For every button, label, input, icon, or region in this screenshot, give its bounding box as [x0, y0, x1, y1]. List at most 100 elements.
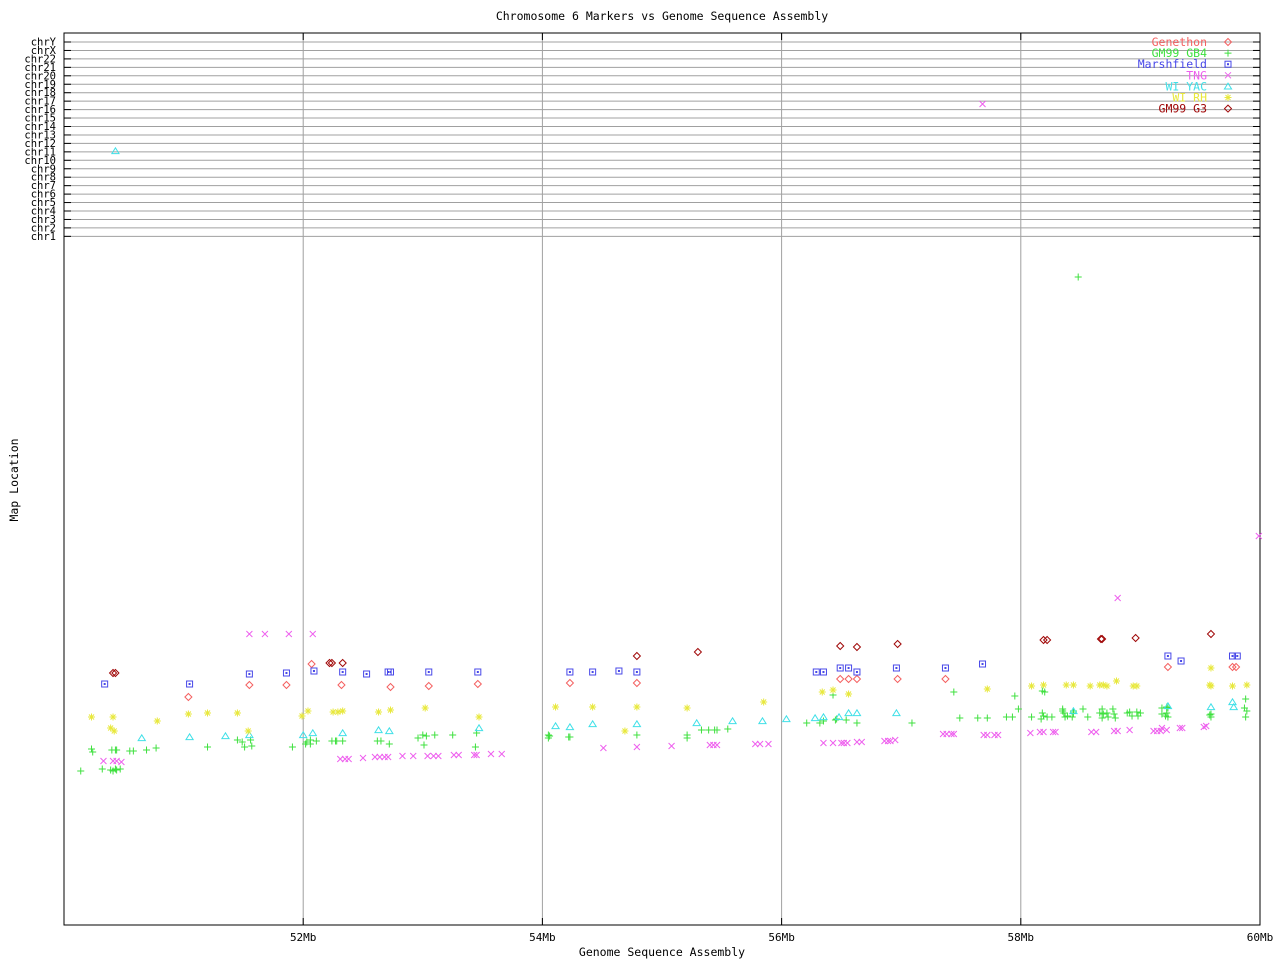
marker-square-dot: [310, 667, 318, 675]
marker-plus: [238, 738, 246, 746]
marker-cross: [891, 736, 899, 744]
marker-plus: [1163, 709, 1171, 717]
marker-triangle: [298, 730, 308, 739]
marker-square-dot-center: [855, 671, 858, 673]
chrom-label: chrY: [31, 37, 57, 49]
series-marshfield: [101, 652, 1241, 688]
chrom-label: chr9: [31, 163, 56, 175]
marker-cross: [430, 752, 437, 760]
marker-open-diamond: [565, 678, 575, 688]
chrom-label: chr4: [31, 206, 56, 218]
marker-open-diamond: [245, 680, 254, 690]
chrom-label: chr5: [31, 197, 56, 209]
marker-cross: [118, 758, 125, 766]
marker-square-dot-center: [312, 670, 315, 672]
marker-square-dot: [1164, 652, 1172, 660]
marker-star: [1086, 682, 1094, 690]
marker-cross: [285, 630, 293, 638]
marker-star: [1207, 682, 1215, 690]
series-genethon: [184, 659, 1241, 702]
marker-triangle: [891, 708, 901, 717]
marker-triangle: [834, 712, 844, 721]
marker-cross: [424, 752, 431, 760]
marker-cross: [994, 731, 1002, 739]
marker-open-diamond: [108, 668, 118, 678]
marker-plus: [1207, 713, 1215, 721]
marker-cross: [713, 741, 721, 749]
marker-plus: [1126, 708, 1134, 716]
marker-cross: [470, 751, 478, 759]
marker-star: [88, 713, 96, 721]
marker-open-diamond: [1223, 37, 1233, 47]
marker-cross: [1158, 724, 1166, 732]
marker-open-diamond: [1096, 634, 1106, 644]
marker-square-dot: [387, 668, 395, 676]
marker-cross: [246, 630, 253, 638]
marker-cross: [1088, 728, 1095, 736]
marker-square-dot-center: [389, 671, 392, 673]
marker-square-dot: [363, 670, 371, 678]
marker-star: [375, 708, 383, 716]
marker-triangle: [588, 719, 598, 728]
marker-plus: [1103, 709, 1111, 717]
chrom-label: chr12: [24, 138, 56, 150]
marker-open-diamond: [693, 647, 703, 657]
marker-cross: [1126, 726, 1133, 734]
marker-plus: [419, 731, 427, 739]
marker-star: [1040, 681, 1048, 689]
series-gm99-gb4: [77, 273, 1251, 775]
series-wi-yac: [110, 146, 1239, 742]
chrom-label: chr13: [24, 129, 56, 141]
marker-plus: [306, 740, 314, 748]
marker-star: [683, 704, 691, 712]
marker-plus: [233, 736, 241, 744]
marker-star: [1243, 681, 1251, 689]
marker-cross: [409, 752, 417, 760]
chrom-label: chr16: [24, 104, 56, 116]
marker-triangle: [474, 723, 484, 732]
marker-open-diamond: [1097, 634, 1107, 644]
marker-star: [845, 690, 853, 698]
marker-star: [109, 713, 117, 721]
marker-cross: [399, 752, 406, 760]
marker-square-dot: [1228, 652, 1236, 660]
marker-square-dot-center: [981, 663, 984, 665]
marker-open-diamond: [1039, 635, 1048, 645]
marker-star: [298, 712, 306, 720]
marker-plus: [471, 743, 479, 751]
marker-plus: [129, 747, 137, 755]
marker-square-dot-center: [476, 671, 479, 673]
marker-cross: [309, 630, 317, 638]
marker-open-diamond: [893, 674, 902, 684]
marker-plus: [1096, 709, 1104, 717]
marker-cross: [820, 739, 827, 747]
marker-star: [329, 708, 337, 716]
marker-plus: [422, 732, 430, 740]
marker-plus: [842, 716, 850, 724]
chrom-label: chr1: [31, 231, 56, 243]
marker-plus: [1014, 705, 1022, 713]
marker-square-dot: [589, 668, 597, 676]
marker-cross: [487, 750, 495, 758]
marker-open-diamond: [325, 658, 334, 668]
marker-plus: [152, 744, 160, 752]
marker-square-dot-center: [103, 683, 106, 685]
marker-star: [387, 706, 395, 714]
marker-open-diamond: [1042, 635, 1052, 645]
marker-plus: [1164, 704, 1172, 712]
legend-label: GM99 GB4: [1152, 46, 1207, 60]
marker-star: [1228, 682, 1236, 690]
marker-cross: [261, 630, 269, 638]
marker-cross: [434, 752, 442, 760]
legend-item-wi-yac: WI YAC: [1165, 79, 1233, 93]
marker-plus: [113, 746, 121, 754]
marker-plus: [1028, 713, 1036, 721]
marker-cross: [1092, 728, 1100, 736]
marker-plus: [1063, 712, 1071, 720]
marker-plus: [1128, 712, 1136, 720]
marker-star: [184, 710, 192, 718]
marker-square-dot: [245, 670, 253, 678]
marker-open-diamond: [1223, 104, 1233, 113]
marker-star: [334, 708, 342, 716]
marker-open-diamond: [893, 639, 902, 649]
